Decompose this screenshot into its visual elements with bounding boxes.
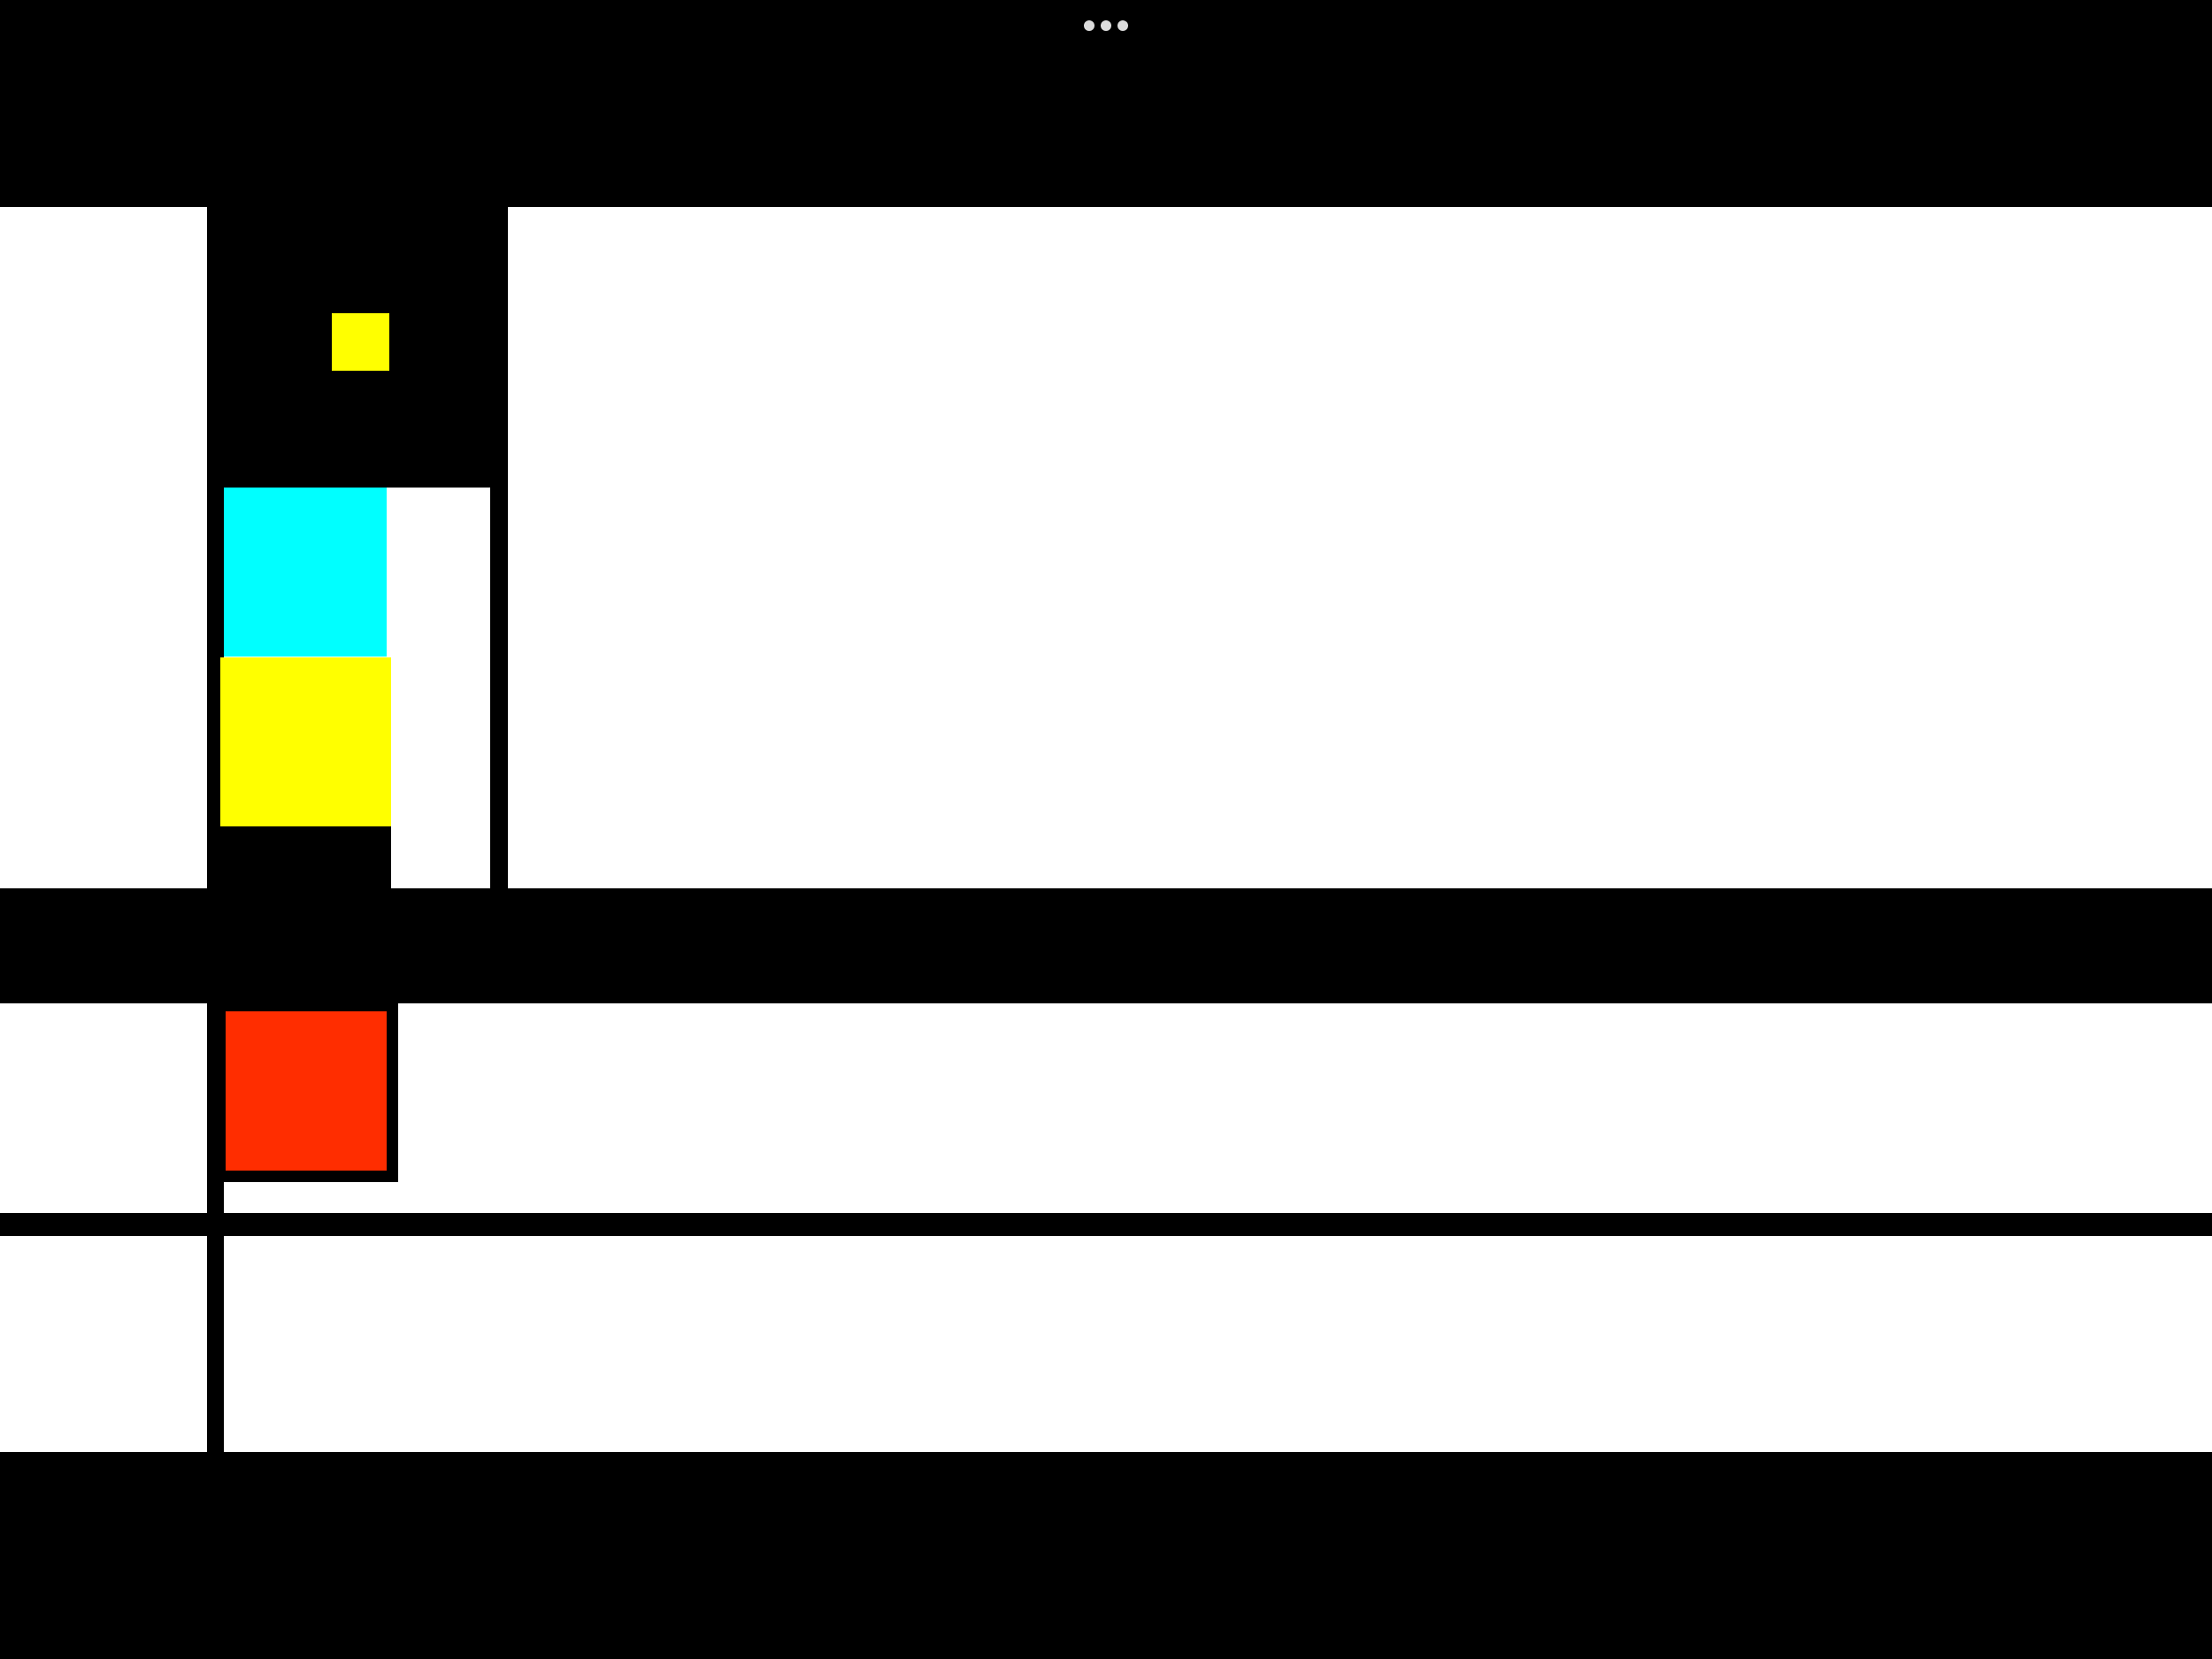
red-square [226, 1011, 387, 1171]
cyan-rectangle [224, 488, 387, 657]
middle-black-band [0, 888, 2212, 1003]
right-vertical-line [490, 488, 508, 888]
dot [1118, 20, 1128, 31]
black-block-below-yellow [207, 826, 391, 888]
thin-horizontal-line [0, 1213, 2212, 1236]
dot [1101, 20, 1111, 31]
small-yellow-square [332, 313, 389, 371]
bottom-black-band [0, 1452, 2212, 1659]
yellow-rectangle [220, 657, 391, 826]
dot [1084, 20, 1094, 31]
top-black-band [0, 0, 2212, 207]
